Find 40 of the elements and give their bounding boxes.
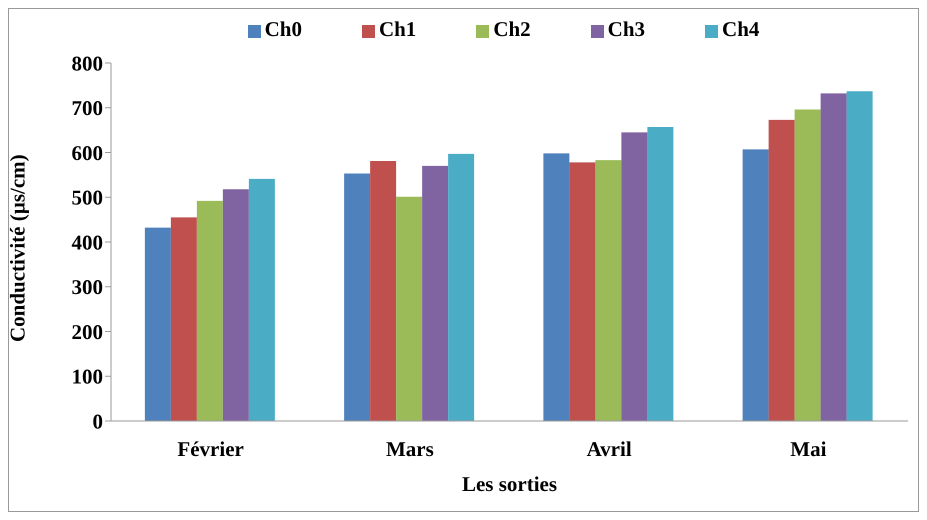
x-tick-label: Février [177,436,244,461]
legend-label: Ch4 [722,17,760,41]
legend-label: Ch0 [264,17,302,41]
bar [794,110,821,421]
bar [248,178,275,421]
x-tick-label: Mars [386,436,434,461]
bar [170,217,197,421]
y-axis-title: Conductivité (µs/cm) [5,154,30,342]
y-tick-label: 700 [72,96,103,120]
x-axis-title: Les sorties [462,472,558,496]
bar [742,149,769,421]
bar [370,161,396,421]
bar [768,120,795,421]
y-tick-label: 100 [72,364,103,389]
bar [621,132,648,421]
bar [344,174,370,421]
bar [196,200,223,421]
legend-label: Ch3 [608,17,646,41]
x-tick-label: Avril [586,436,632,461]
y-tick-label: 0 [92,409,103,434]
bar [647,126,674,421]
y-tick-label: 500 [72,186,103,210]
y-tick-label: 300 [72,275,103,300]
y-tick-label: 400 [72,230,103,254]
y-tick-label: 800 [72,51,103,76]
bar [595,160,622,421]
bar [820,93,847,421]
bar [222,189,249,421]
legend-label: Ch1 [378,17,416,41]
bar [846,91,873,421]
bar [569,162,596,421]
bar [396,196,422,421]
bar [543,153,570,421]
y-tick-label: 600 [72,140,103,165]
y-tick-label: 200 [72,320,103,344]
bar [422,166,448,421]
bar [144,228,171,421]
x-tick-label: Mai [790,436,827,461]
legend-label: Ch2 [493,17,531,41]
bar [448,154,474,421]
